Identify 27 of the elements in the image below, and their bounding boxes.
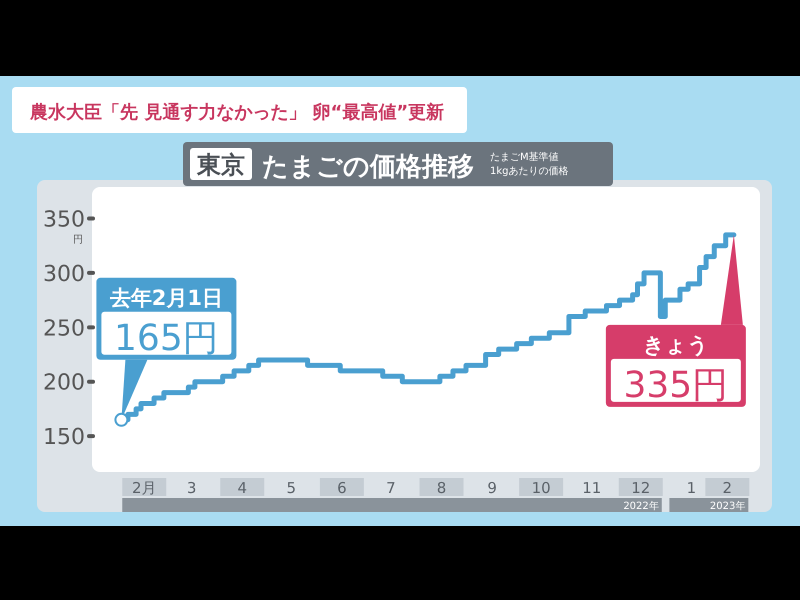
- x-tick-label: 6: [337, 479, 347, 497]
- x-tick-label: 4: [237, 479, 248, 497]
- chart-subtitle: 東京 たまごの価格推移: [196, 151, 474, 182]
- x-tick-label: 2月: [132, 479, 157, 497]
- x-tick-label: 12: [631, 479, 650, 497]
- x-tick-label: 10: [532, 479, 551, 497]
- x-tick-label: 2: [722, 479, 732, 497]
- annotation: 去年2月1日 165円: [108, 286, 224, 359]
- y-tick-label: 250: [43, 316, 85, 342]
- text: 1kgあたりの価格: [490, 165, 569, 177]
- y-axis-title: 円: [73, 234, 83, 246]
- y-tick-label: 350: [43, 208, 85, 233]
- chart-title: 農水大臣「先 見通す力なかった」 卵“最高値”更新: [29, 102, 444, 123]
- x-tick-label: 7: [386, 479, 396, 497]
- text: 2022年: [623, 500, 659, 512]
- y-tick-label: 300: [43, 262, 85, 287]
- x-tick-label: 9: [487, 479, 497, 497]
- x-tick-label: 1: [686, 479, 696, 497]
- text: 2023年: [710, 500, 746, 512]
- x-tick-label: 11: [582, 479, 602, 497]
- y-tick-label: 150: [43, 425, 85, 450]
- x-tick-label: 8: [436, 479, 446, 497]
- annotation: きょう 335円: [624, 332, 728, 406]
- text: たまごM基準値: [490, 151, 559, 163]
- y-tick-label: 200: [43, 370, 85, 396]
- x-tick-label: 3: [186, 479, 196, 497]
- x-tick-label: 5: [286, 479, 296, 497]
